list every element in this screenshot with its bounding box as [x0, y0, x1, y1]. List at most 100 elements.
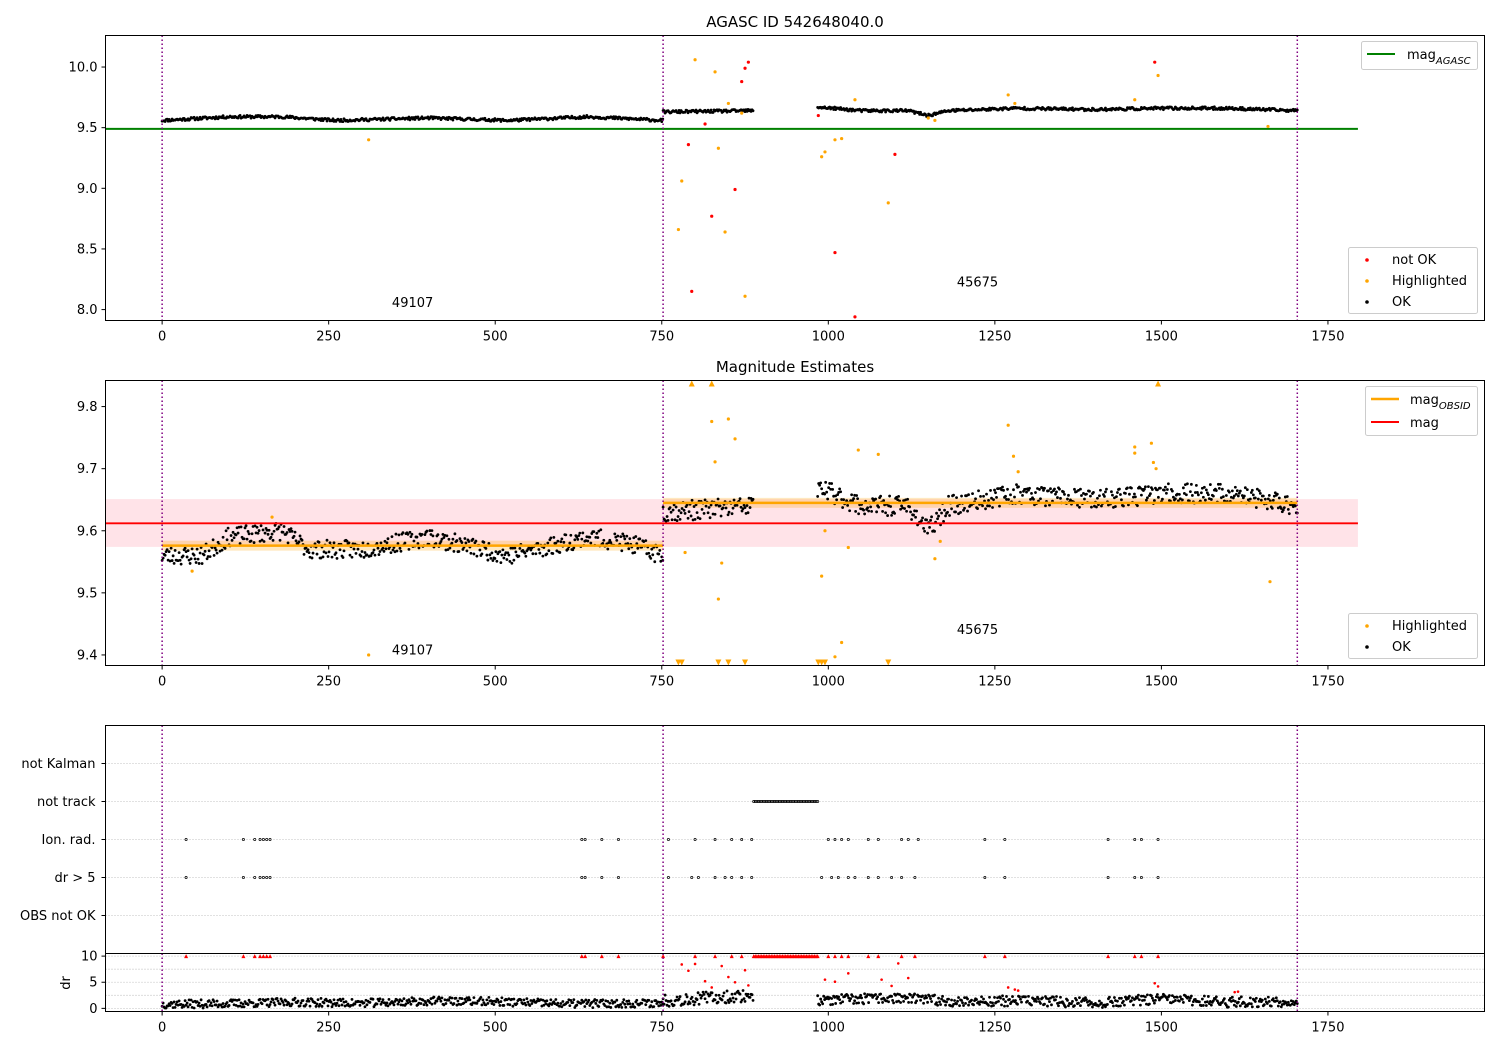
ok-point [731, 996, 735, 1000]
ok-point [874, 497, 878, 501]
ok-point [620, 549, 624, 553]
flag-marker [258, 876, 262, 879]
ok-point [586, 539, 590, 543]
ok-point [409, 1002, 413, 1006]
ok-point [1136, 504, 1139, 508]
ok-point [1023, 105, 1026, 109]
ok-point [362, 1001, 366, 1005]
ok-point [493, 557, 497, 560]
ok-point [1137, 993, 1140, 997]
ok-point [1052, 995, 1055, 999]
x-tick-label: 250 [316, 330, 341, 345]
ok-point [1295, 108, 1299, 112]
ok-point [1259, 498, 1263, 502]
ok-point [842, 498, 846, 502]
flag-marker [792, 800, 796, 803]
ok-point [165, 548, 169, 552]
ok-point [1161, 497, 1164, 501]
ok-point [239, 525, 243, 529]
ok-point [545, 999, 549, 1003]
ok-point [1194, 483, 1198, 487]
ok-point [182, 116, 186, 120]
ok-point [895, 108, 898, 111]
ok-point [657, 552, 661, 556]
ok-point [831, 1003, 835, 1006]
ok-point [705, 1000, 709, 1004]
ok-point [356, 547, 360, 551]
ok-point [935, 1001, 938, 1005]
ok-point [899, 507, 902, 511]
ok-point [448, 546, 452, 550]
ok-point [272, 1001, 276, 1005]
flag-marker [600, 876, 604, 879]
ok-point [200, 562, 204, 565]
ok-point [299, 1001, 303, 1005]
ok-point [350, 555, 354, 559]
flag-marker [1003, 838, 1007, 841]
ok-point [314, 1005, 318, 1008]
ok-point [305, 999, 309, 1003]
ok-point [1256, 1005, 1260, 1009]
ok-point [525, 997, 529, 1000]
ok-point [624, 1005, 628, 1009]
ok-point [458, 537, 462, 541]
ok-point [208, 555, 212, 559]
ok-point [1090, 1001, 1093, 1004]
ok-point [828, 482, 832, 485]
ok-point [922, 526, 925, 530]
ok-point [1203, 498, 1207, 502]
ok-point [1237, 997, 1241, 1000]
ok-point [1218, 482, 1222, 486]
ok-point [613, 532, 617, 536]
ok-point [1151, 488, 1154, 491]
ok-point [205, 557, 209, 561]
ok-point [577, 534, 581, 538]
ok-point [494, 1000, 498, 1004]
ok-point [378, 997, 382, 1001]
ok-point [1144, 995, 1147, 999]
dr-red-point [1236, 990, 1240, 993]
ok-point [609, 541, 613, 544]
ok-point [580, 998, 584, 1002]
ok-point [1066, 497, 1069, 501]
ok-point [238, 542, 242, 545]
ok-point [185, 1001, 189, 1005]
ok-point [362, 555, 366, 559]
ok-point [956, 504, 959, 508]
ok-point [703, 997, 707, 1001]
ok-point [690, 995, 694, 999]
ok-point [1293, 504, 1297, 508]
ok-point [709, 503, 713, 507]
ok-point [575, 1003, 579, 1007]
ok-point [719, 514, 723, 518]
ok-point [566, 1000, 570, 1004]
ok-point [321, 555, 325, 559]
ok-point [273, 1003, 277, 1007]
ok-point [517, 554, 521, 558]
ok-point [739, 505, 743, 509]
ok-point [703, 498, 707, 502]
ok-point [909, 993, 912, 997]
ok-point [1245, 488, 1249, 492]
ok-point [678, 995, 682, 998]
ok-point [453, 532, 457, 536]
ok-point [830, 482, 834, 485]
ok-point [670, 518, 674, 522]
ok-point [206, 555, 210, 558]
ok-point [852, 497, 856, 500]
flag-marker [1156, 876, 1160, 879]
ok-point [937, 514, 940, 518]
ok-point [1078, 505, 1081, 509]
ok-point [183, 999, 187, 1003]
flag-marker [820, 876, 824, 879]
ok-point [1227, 490, 1231, 494]
ok-point [498, 1004, 502, 1007]
highlighted-point [1151, 460, 1156, 465]
ok-point [462, 1001, 466, 1005]
ok-point [613, 1000, 617, 1004]
ok-point [1161, 995, 1164, 999]
ok-point [410, 532, 414, 536]
ok-point [1188, 490, 1192, 493]
ok-point [464, 541, 468, 545]
